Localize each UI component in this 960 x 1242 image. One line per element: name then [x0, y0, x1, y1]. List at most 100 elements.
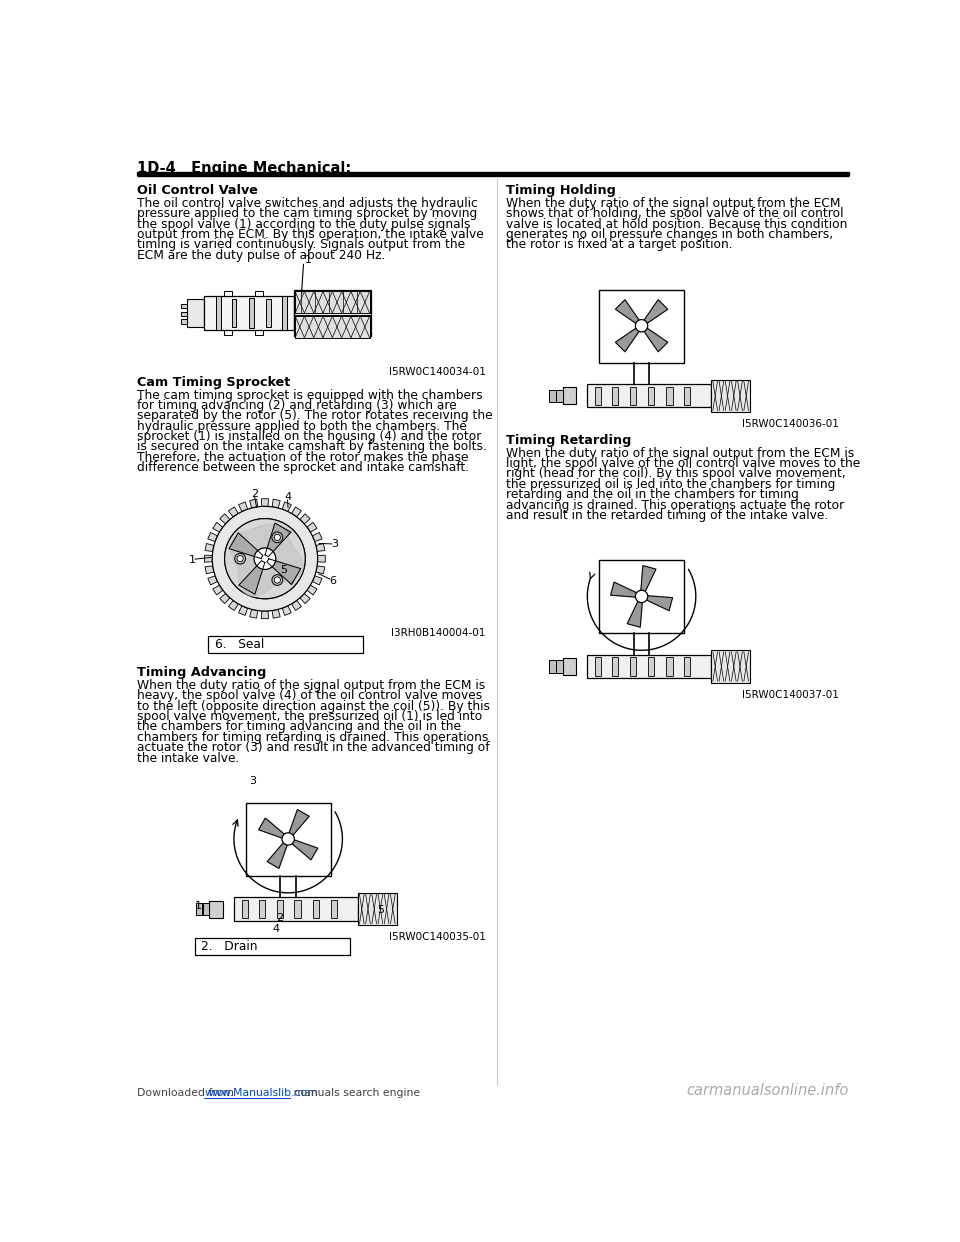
Polygon shape — [238, 606, 248, 616]
Bar — [209, 900, 223, 918]
Text: actuate the rotor (3) and result in the advanced timing of: actuate the rotor (3) and result in the … — [137, 741, 490, 754]
Polygon shape — [239, 560, 265, 594]
Bar — [208, 636, 363, 652]
Text: When the duty ratio of the signal output from the ECM is: When the duty ratio of the signal output… — [506, 447, 854, 460]
Bar — [599, 289, 684, 363]
Bar — [648, 386, 654, 405]
Polygon shape — [300, 514, 310, 524]
Text: 5: 5 — [280, 565, 287, 575]
Text: timing is varied continuously. Signals output from the: timing is varied continuously. Signals o… — [137, 238, 466, 251]
Text: advancing is drained. This operations actuate the rotor: advancing is drained. This operations ac… — [506, 498, 844, 512]
Bar — [358, 893, 396, 925]
Polygon shape — [307, 523, 317, 533]
Text: difference between the sprocket and intake camshaft.: difference between the sprocket and inta… — [137, 461, 469, 474]
Text: for timing advancing (2) and retarding (3) which are: for timing advancing (2) and retarding (… — [137, 399, 457, 412]
Text: spool valve movement, the pressurized oil (1) is led into: spool valve movement, the pressurized oi… — [137, 710, 482, 723]
Polygon shape — [292, 600, 301, 611]
Text: retarding and the oil in the chambers for timing: retarding and the oil in the chambers fo… — [506, 488, 799, 502]
Polygon shape — [307, 585, 317, 595]
Bar — [295, 292, 370, 313]
Bar — [563, 388, 576, 405]
Polygon shape — [230, 524, 303, 596]
Polygon shape — [312, 576, 322, 585]
Bar — [595, 657, 601, 676]
Text: light, the spool valve of the oil control valve moves to the: light, the spool valve of the oil contro… — [506, 457, 860, 469]
Bar — [612, 657, 618, 676]
Bar — [684, 657, 690, 676]
Text: 2.   Drain: 2. Drain — [202, 940, 258, 954]
Text: 1: 1 — [305, 256, 312, 266]
Polygon shape — [645, 596, 673, 611]
Polygon shape — [282, 502, 291, 512]
Text: the spool valve (1) according to the duty pulse signals: the spool valve (1) according to the dut… — [137, 217, 470, 231]
Bar — [666, 386, 673, 405]
Text: 6.   Seal: 6. Seal — [214, 637, 264, 651]
Bar — [595, 386, 601, 405]
Polygon shape — [207, 533, 218, 542]
Polygon shape — [228, 600, 238, 611]
Text: manuals search engine: manuals search engine — [290, 1088, 420, 1098]
Text: hydraulic pressure applied to both the chambers. The: hydraulic pressure applied to both the c… — [137, 420, 467, 432]
Bar — [563, 658, 576, 674]
Text: I5RW0C140037-01: I5RW0C140037-01 — [742, 689, 839, 699]
Polygon shape — [291, 840, 318, 859]
Polygon shape — [205, 544, 214, 551]
Text: output from the ECM. By this operation, the intake valve: output from the ECM. By this operation, … — [137, 229, 484, 241]
Text: Oil Control Valve: Oil Control Valve — [137, 185, 258, 197]
Bar — [231, 299, 236, 327]
Bar — [612, 386, 618, 405]
Text: the intake valve.: the intake valve. — [137, 751, 239, 765]
Text: 4: 4 — [284, 493, 292, 503]
Bar — [234, 898, 358, 920]
Bar — [137, 173, 849, 175]
Polygon shape — [316, 544, 324, 551]
Bar — [313, 899, 319, 918]
Bar — [711, 651, 750, 683]
Text: and result in the retarded timing of the intake valve.: and result in the retarded timing of the… — [506, 509, 828, 522]
Text: is secured on the intake camshaft by fastening the bolts.: is secured on the intake camshaft by fas… — [137, 441, 487, 453]
Text: The oil control valve switches and adjusts the hydraulic: The oil control valve switches and adjus… — [137, 196, 478, 210]
Bar — [242, 899, 248, 918]
Polygon shape — [213, 585, 223, 595]
Polygon shape — [627, 600, 642, 627]
Text: to the left (opposite direction against the coil (5)). By this: to the left (opposite direction against … — [137, 699, 490, 713]
Circle shape — [237, 555, 243, 561]
Polygon shape — [220, 514, 229, 524]
Bar — [684, 386, 690, 405]
Bar — [187, 299, 204, 327]
Polygon shape — [272, 499, 280, 508]
Bar — [267, 299, 271, 327]
Circle shape — [225, 519, 305, 599]
Polygon shape — [261, 611, 269, 619]
Bar — [557, 661, 563, 673]
Text: Timing Holding: Timing Holding — [506, 185, 615, 197]
Text: 1D-4   Engine Mechanical:: 1D-4 Engine Mechanical: — [137, 160, 351, 175]
Text: When the duty ratio of the signal output from the ECM is: When the duty ratio of the signal output… — [137, 679, 486, 692]
Bar — [599, 560, 684, 633]
Polygon shape — [643, 299, 668, 324]
Polygon shape — [207, 576, 218, 585]
Circle shape — [254, 548, 276, 570]
Bar — [276, 899, 283, 918]
Text: Timing Retarding: Timing Retarding — [506, 435, 632, 447]
Text: Cam Timing Sprocket: Cam Timing Sprocket — [137, 376, 290, 389]
Bar — [181, 312, 187, 317]
Polygon shape — [220, 594, 229, 604]
Bar — [254, 330, 263, 334]
Text: pressure applied to the cam timing sprocket by moving: pressure applied to the cam timing sproc… — [137, 207, 477, 220]
Bar — [203, 903, 209, 915]
Text: 6: 6 — [329, 575, 336, 586]
Polygon shape — [228, 507, 238, 517]
Polygon shape — [640, 565, 656, 592]
Text: the pressurized oil is led into the chambers for timing: the pressurized oil is led into the cham… — [506, 478, 835, 491]
Text: Therefore, the actuation of the rotor makes the phase: Therefore, the actuation of the rotor ma… — [137, 451, 468, 463]
Bar — [630, 657, 636, 676]
Polygon shape — [615, 328, 640, 351]
Circle shape — [636, 590, 648, 602]
Polygon shape — [643, 328, 668, 351]
Bar — [588, 655, 711, 678]
Bar — [181, 319, 187, 324]
Bar — [216, 296, 221, 330]
Polygon shape — [300, 594, 310, 604]
Text: the rotor is fixed at a target position.: the rotor is fixed at a target position. — [506, 238, 732, 251]
